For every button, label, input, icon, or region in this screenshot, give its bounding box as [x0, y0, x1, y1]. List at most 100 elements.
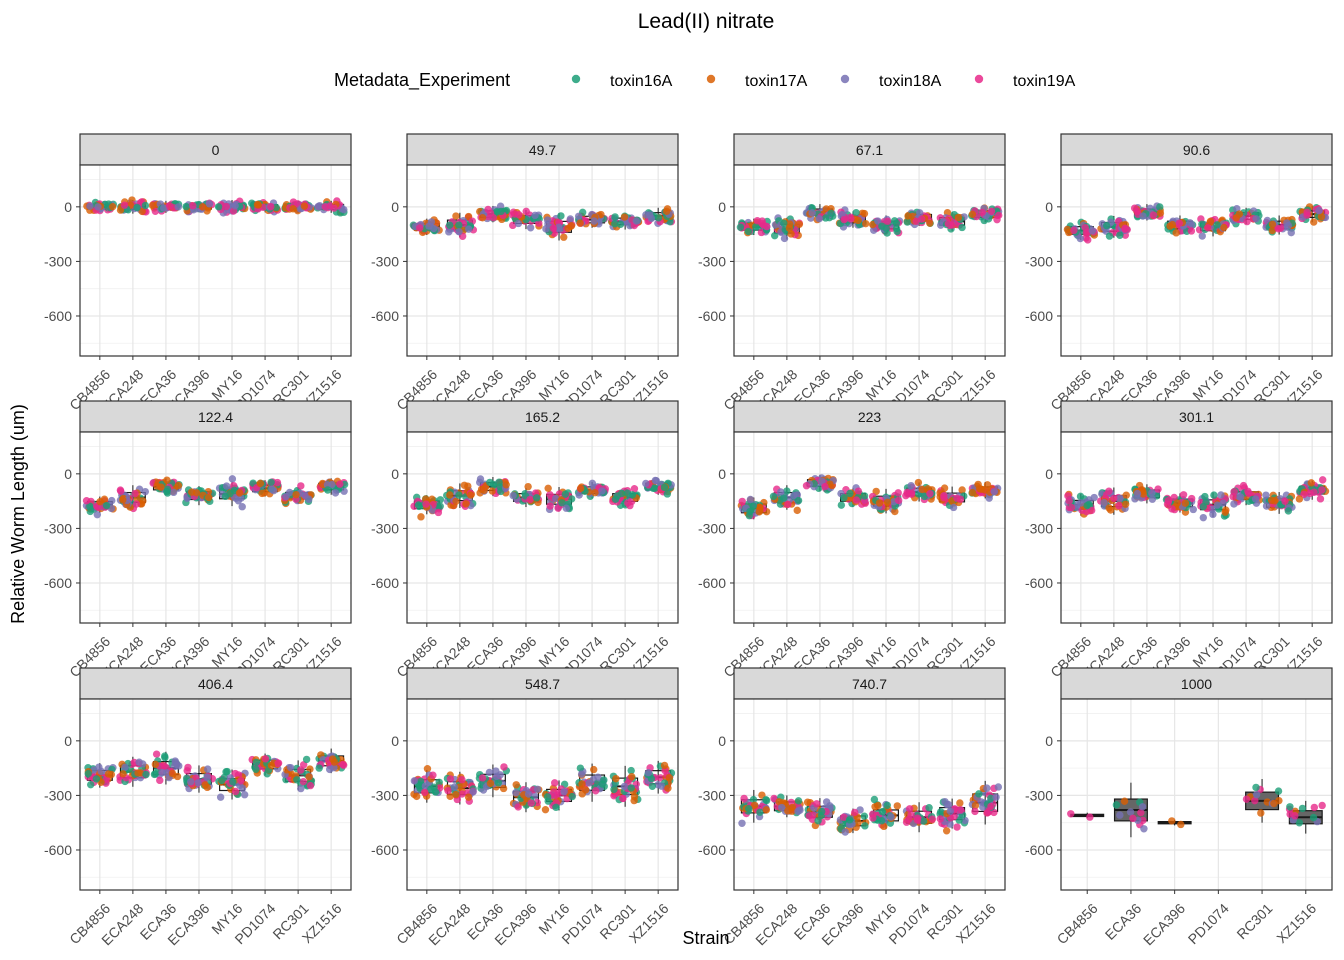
- data-point: [205, 493, 213, 502]
- data-point: [891, 507, 899, 516]
- data-point: [987, 802, 995, 811]
- data-point: [808, 209, 816, 217]
- data-point: [1274, 225, 1282, 233]
- data-point: [268, 485, 276, 493]
- data-point: [1077, 499, 1085, 507]
- data-point: [102, 501, 111, 510]
- data-point: [1081, 223, 1089, 232]
- data-point: [228, 475, 237, 483]
- data-point: [1112, 801, 1121, 809]
- data-point: [623, 489, 632, 497]
- data-point: [541, 805, 550, 814]
- data-point: [485, 768, 494, 777]
- facet-strip-label: 548.7: [525, 676, 560, 692]
- data-point: [119, 770, 127, 778]
- data-point: [610, 785, 618, 794]
- data-point: [297, 784, 305, 793]
- data-point: [1121, 500, 1130, 508]
- data-point: [543, 793, 552, 801]
- facet-strip: [406, 400, 679, 433]
- legend-swatch: [706, 74, 716, 84]
- data-point: [423, 765, 432, 773]
- data-point: [985, 494, 993, 502]
- data-point: [267, 202, 275, 211]
- data-point: [1201, 492, 1209, 501]
- data-point: [784, 807, 792, 815]
- y-tick-label: -300: [371, 253, 399, 269]
- y-tick-label: -300: [698, 253, 726, 269]
- y-tick-label: 0: [391, 466, 399, 482]
- data-point: [590, 765, 598, 774]
- data-point: [914, 478, 923, 487]
- data-point: [1187, 227, 1196, 235]
- data-point: [890, 217, 899, 225]
- data-point: [1252, 783, 1260, 792]
- data-point: [450, 783, 459, 791]
- data-point: [139, 497, 147, 505]
- data-point: [916, 209, 924, 217]
- y-tick-label: -300: [371, 520, 399, 536]
- data-point: [946, 807, 954, 815]
- data-point: [289, 205, 297, 213]
- data-point: [460, 481, 469, 489]
- data-point: [237, 777, 245, 785]
- y-tick-label: 0: [64, 199, 72, 215]
- data-point: [446, 491, 454, 499]
- data-point: [883, 217, 892, 225]
- data-point: [458, 790, 466, 798]
- panel-background: [80, 432, 351, 623]
- facet-strip: [79, 667, 352, 700]
- data-point: [493, 207, 501, 216]
- data-point: [1268, 220, 1277, 229]
- data-point: [305, 495, 313, 503]
- data-point: [469, 788, 477, 796]
- data-point: [462, 500, 470, 508]
- data-point: [1115, 502, 1123, 510]
- data-point: [1281, 497, 1289, 505]
- panel-border: [406, 431, 679, 624]
- data-point: [554, 504, 562, 512]
- data-point: [476, 475, 485, 483]
- data-point: [436, 502, 444, 510]
- data-point: [936, 815, 945, 823]
- data-point: [628, 773, 636, 781]
- y-tick-label: 0: [64, 466, 72, 482]
- data-point: [1257, 809, 1265, 817]
- data-point: [854, 487, 863, 495]
- data-point: [971, 807, 979, 816]
- panel-background: [407, 432, 678, 623]
- data-point: [1133, 489, 1142, 498]
- data-point: [135, 758, 143, 766]
- data-point: [299, 777, 308, 786]
- data-point: [292, 490, 300, 499]
- data-point: [524, 482, 532, 491]
- data-point: [1317, 213, 1326, 221]
- data-point: [777, 488, 785, 496]
- panel-border: [733, 698, 1006, 891]
- y-tick-label: -600: [698, 575, 726, 591]
- data-point: [478, 214, 487, 222]
- data-point: [1220, 223, 1228, 232]
- data-point: [994, 783, 1003, 791]
- data-point: [785, 224, 794, 232]
- facet-strip-label: 1000: [1181, 676, 1212, 692]
- data-point: [121, 763, 129, 772]
- data-point: [845, 816, 854, 824]
- data-point: [444, 786, 452, 795]
- data-point: [860, 812, 869, 820]
- data-point: [1110, 494, 1118, 503]
- data-point: [802, 482, 811, 490]
- data-point: [108, 202, 117, 211]
- data-point: [793, 491, 802, 499]
- data-point: [813, 800, 821, 808]
- data-point: [189, 201, 197, 210]
- data-point: [515, 211, 523, 219]
- data-point: [555, 223, 563, 231]
- data-point: [150, 770, 159, 779]
- data-point: [1318, 476, 1327, 484]
- data-point: [1076, 492, 1085, 501]
- data-point: [205, 200, 214, 208]
- data-point: [950, 812, 958, 821]
- data-point: [429, 771, 437, 779]
- data-point: [738, 497, 746, 506]
